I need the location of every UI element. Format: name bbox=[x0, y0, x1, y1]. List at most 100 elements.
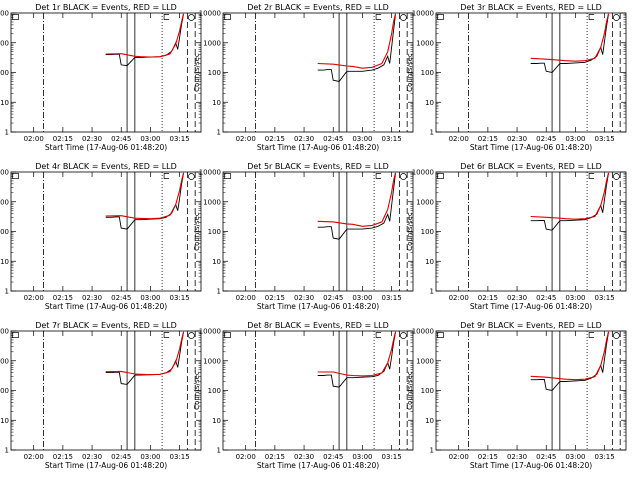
x-tick-label: 02:15 bbox=[53, 135, 73, 143]
x-tick-label: 02:15 bbox=[265, 135, 285, 143]
panel-title: Det 1r BLACK = Events, RED = LLD bbox=[35, 3, 177, 12]
x-tick-label: 02:30 bbox=[507, 294, 527, 302]
x-tick-label: 02:15 bbox=[53, 294, 73, 302]
y-tick-label: 1000 bbox=[416, 39, 434, 47]
events-series-line bbox=[105, 14, 184, 67]
y-tick-label: 10 bbox=[212, 99, 221, 107]
x-tick-label: 03:15 bbox=[170, 135, 190, 143]
x-tick-label: 02:15 bbox=[478, 294, 498, 302]
x-tick-label: 02:45 bbox=[536, 453, 556, 461]
y-axis-label: Counts/sec bbox=[406, 53, 414, 92]
lld-series-line bbox=[317, 13, 397, 69]
events-series-line bbox=[317, 332, 396, 388]
y-tick-label: 1 bbox=[217, 129, 221, 137]
x-axis-label: Start Time (17-Aug-06 01:48:20) bbox=[257, 302, 379, 311]
y-tick-label: 1 bbox=[217, 288, 221, 296]
corner-marker-d bbox=[12, 14, 19, 20]
y-tick-label: 100 bbox=[208, 69, 221, 77]
corner-marker-c bbox=[163, 14, 170, 20]
events-series-line bbox=[530, 332, 609, 391]
events-series-line bbox=[530, 14, 609, 73]
y-tick-label: 1 bbox=[217, 447, 221, 455]
corner-marker-o bbox=[188, 173, 195, 180]
y-tick-label: 100 bbox=[421, 228, 434, 236]
y-axis-label: Counts/sec bbox=[193, 53, 201, 92]
lld-series-line bbox=[317, 331, 397, 377]
x-tick-label: 03:15 bbox=[170, 453, 190, 461]
x-tick-label: 02:45 bbox=[111, 135, 131, 143]
y-tick-label: 100 bbox=[208, 228, 221, 236]
x-tick-label: 02:45 bbox=[323, 294, 343, 302]
corner-marker-o bbox=[188, 14, 195, 21]
lld-series-line bbox=[105, 331, 185, 376]
lld-series-line bbox=[530, 172, 610, 220]
y-tick-label: 10 bbox=[0, 417, 9, 425]
y-tick-label: 1 bbox=[430, 288, 434, 296]
x-tick-label: 03:15 bbox=[170, 294, 190, 302]
y-tick-label: 1 bbox=[5, 447, 9, 455]
lld-series-line bbox=[530, 13, 610, 62]
x-tick-label: 02:45 bbox=[536, 294, 556, 302]
events-series-line bbox=[317, 173, 396, 240]
detector-panel: Det 9r BLACK = Events, RED = LLD 1 10 100 10… bbox=[406, 321, 627, 470]
x-tick-label: 02:30 bbox=[294, 294, 314, 302]
corner-marker-c bbox=[163, 173, 170, 179]
lld-series-line bbox=[317, 172, 397, 227]
y-tick-label: 100 bbox=[208, 387, 221, 395]
detector-panel: Det 2r BLACK = Events, RED = LLD 1 10 100 10… bbox=[193, 3, 414, 152]
x-tick-label: 02:30 bbox=[82, 294, 102, 302]
plot-frame bbox=[222, 171, 414, 292]
x-tick-label: 02:00 bbox=[24, 453, 44, 461]
detector-panel: Det 6r BLACK = Events, RED = LLD 1 10 100 10… bbox=[406, 162, 627, 311]
y-tick-label: 10 bbox=[425, 417, 434, 425]
x-tick-label: 02:00 bbox=[236, 135, 256, 143]
corner-marker-d bbox=[437, 14, 444, 20]
plot-frame bbox=[222, 12, 414, 133]
y-tick-label: 10 bbox=[0, 258, 9, 266]
corner-marker-c bbox=[588, 332, 595, 338]
y-tick-label: 10000 bbox=[412, 169, 434, 177]
x-axis-label: Start Time (17-Aug-06 01:48:20) bbox=[470, 143, 592, 152]
corner-marker-o bbox=[188, 332, 195, 339]
corner-marker-c bbox=[375, 332, 382, 338]
y-tick-label: 10 bbox=[212, 258, 221, 266]
corner-marker-d bbox=[12, 173, 19, 179]
y-tick-label: 10000 bbox=[199, 10, 221, 18]
x-tick-label: 02:30 bbox=[507, 453, 527, 461]
y-tick-label: 1 bbox=[430, 447, 434, 455]
y-tick-label: 1000 bbox=[0, 198, 9, 206]
x-tick-label: 02:30 bbox=[82, 135, 102, 143]
x-tick-label: 02:00 bbox=[449, 135, 469, 143]
events-series-line bbox=[530, 173, 609, 231]
x-tick-label: 02:45 bbox=[536, 135, 556, 143]
panel-title: Det 6r BLACK = Events, RED = LLD bbox=[460, 162, 602, 171]
x-tick-label: 03:15 bbox=[382, 453, 402, 461]
x-tick-label: 03:15 bbox=[382, 135, 402, 143]
x-axis-label: Start Time (17-Aug-06 01:48:20) bbox=[470, 461, 592, 470]
events-series-line bbox=[105, 173, 184, 230]
y-tick-label: 1000 bbox=[203, 39, 221, 47]
y-tick-label: 10 bbox=[212, 417, 221, 425]
corner-marker-c bbox=[375, 173, 382, 179]
corner-marker-d bbox=[437, 173, 444, 179]
panel-title: Det 4r BLACK = Events, RED = LLD bbox=[35, 162, 177, 171]
x-axis-label: Start Time (17-Aug-06 01:48:20) bbox=[45, 302, 167, 311]
x-tick-label: 02:00 bbox=[236, 294, 256, 302]
corner-marker-o bbox=[400, 332, 407, 339]
corner-marker-o bbox=[613, 14, 620, 21]
lld-series-line bbox=[105, 13, 185, 58]
y-tick-label: 1000 bbox=[416, 357, 434, 365]
x-tick-label: 02:15 bbox=[265, 453, 285, 461]
y-tick-label: 1 bbox=[430, 129, 434, 137]
plot-frame bbox=[10, 12, 202, 133]
y-axis-label: Counts/sec bbox=[193, 212, 201, 251]
y-tick-label: 10000 bbox=[199, 328, 221, 336]
detector-panel: Det 8r BLACK = Events, RED = LLD 1 10 100 10… bbox=[193, 321, 414, 470]
x-tick-label: 03:00 bbox=[565, 135, 585, 143]
corner-marker-d bbox=[12, 332, 19, 338]
y-tick-label: 100 bbox=[0, 228, 9, 236]
y-tick-label: 100 bbox=[421, 387, 434, 395]
y-tick-label: 10000 bbox=[0, 10, 9, 18]
x-tick-label: 02:15 bbox=[53, 453, 73, 461]
x-tick-label: 03:00 bbox=[352, 135, 372, 143]
